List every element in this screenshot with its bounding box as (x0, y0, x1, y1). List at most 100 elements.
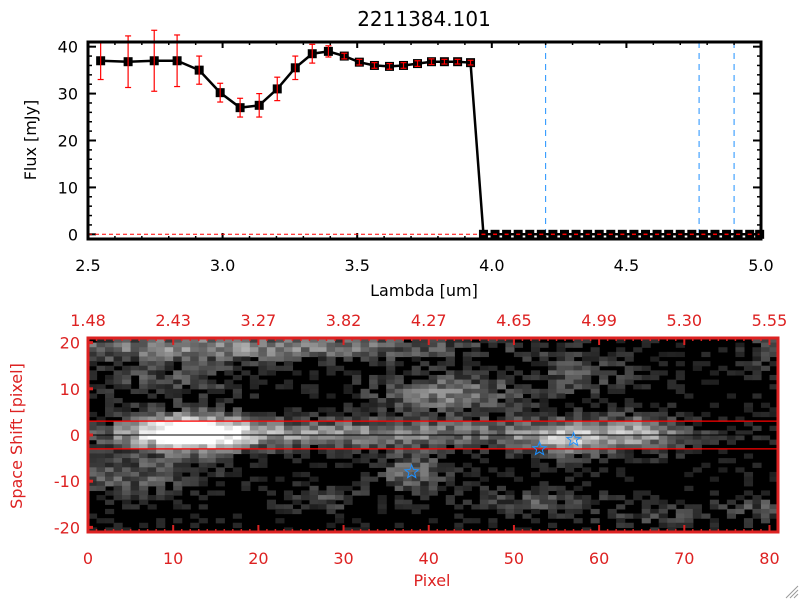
heatmap-cell (394, 351, 404, 358)
heatmap-cell (403, 421, 413, 427)
heatmap-cell (599, 458, 609, 464)
heatmap-cell (582, 338, 592, 344)
heatmap-cell (513, 508, 524, 515)
heatmap-cell (147, 439, 157, 445)
heatmap-cell (607, 351, 617, 358)
heatmap-cell (335, 365, 345, 371)
heatmap-cell (709, 490, 719, 496)
heatmap-cell (641, 435, 651, 441)
heatmap-cell (318, 495, 328, 501)
heatmap-cell (352, 518, 362, 524)
heatmap-cell (335, 495, 345, 501)
heatmap-cell (369, 453, 379, 459)
heatmap-cell (309, 421, 319, 427)
heatmap-cell (658, 407, 668, 413)
heatmap-cell (471, 361, 481, 367)
heatmap-cell (241, 485, 251, 492)
heatmap-cell (522, 411, 532, 418)
heatmap-cell (249, 462, 259, 468)
heatmap-cell (616, 444, 626, 450)
heatmap-cell (122, 471, 132, 478)
heatmap-cell (522, 398, 532, 404)
heatmap-cell (573, 495, 583, 501)
heatmap-cell (377, 347, 387, 353)
heatmap-cell (88, 347, 98, 353)
heatmap-cell (548, 384, 558, 390)
heatmap-cell (147, 347, 157, 353)
heatmap-cell (190, 347, 200, 353)
heatmap-cell (599, 495, 609, 501)
heatmap-cell (386, 471, 396, 478)
heatmap-cell (241, 425, 251, 431)
heatmap-cell (437, 430, 447, 436)
heatmap-cell (667, 439, 677, 445)
error-bar (125, 35, 132, 89)
heatmap-cell (156, 481, 166, 487)
heatmap-cell (147, 351, 157, 358)
heatmap-cell (616, 411, 626, 418)
heatmap-cell (675, 342, 685, 348)
heatmap-cell (496, 370, 507, 376)
error-bar (386, 62, 393, 70)
heatmap-cell (479, 407, 489, 413)
heatmap-cell (343, 448, 353, 455)
heatmap-cell (650, 338, 660, 344)
heatmap-cell (530, 435, 541, 441)
heatmap-cell (684, 504, 694, 510)
heatmap-cell (701, 430, 711, 436)
heatmap-cell (709, 527, 719, 533)
heatmap-cell (283, 365, 294, 371)
heatmap-cell (599, 398, 609, 404)
heatmap-cell (207, 448, 217, 455)
heatmap-cell (198, 342, 208, 348)
heatmap-cell (190, 384, 200, 390)
heatmap-cell (156, 356, 166, 362)
heatmap-cell (539, 393, 549, 399)
heatmap-cell (377, 453, 387, 459)
heatmap-cell (616, 522, 626, 528)
heatmap-cell (471, 388, 481, 395)
heatmap-cell (565, 476, 575, 482)
heatmap-cell (760, 356, 771, 362)
top-axis-label: 5.55 (752, 311, 788, 330)
heatmap-cell (411, 430, 421, 436)
heatmap-cell (599, 425, 609, 431)
heatmap-cell (752, 338, 762, 344)
heatmap-cell (641, 430, 651, 436)
heatmap-cell (130, 476, 140, 482)
heatmap-cell (403, 462, 413, 468)
heatmap-cell (394, 467, 404, 473)
heatmap-cell (156, 518, 166, 524)
heatmap-cell (224, 361, 234, 367)
error-bar (151, 29, 158, 92)
heatmap-cell (573, 425, 583, 431)
heatmap-cell (309, 342, 319, 348)
heatmap-cell (198, 495, 208, 501)
top-axis-label: 2.43 (155, 311, 191, 330)
heatmap-cell (454, 439, 464, 445)
heatmap-cell (173, 398, 183, 404)
heatmap-cell (258, 435, 268, 441)
heatmap-cell (633, 425, 643, 431)
heatmap-cell (428, 421, 438, 427)
heatmap-cell (471, 347, 481, 353)
heatmap-cell (181, 365, 191, 371)
heatmap-cell (122, 453, 132, 459)
heatmap-cell (530, 342, 541, 348)
heatmap-cell (113, 435, 123, 441)
heatmap-cell (122, 338, 132, 344)
heatmap-cell (513, 351, 524, 358)
heatmap-cell (224, 411, 234, 418)
heatmap-cell (556, 462, 566, 468)
heatmap-cell (241, 481, 251, 487)
heatmap-cell (760, 351, 771, 358)
heatmap-cell (318, 342, 328, 348)
heatmap-cell (556, 425, 566, 431)
resize-grip-icon[interactable] (785, 585, 799, 599)
heatmap-cell (283, 453, 294, 459)
heatmap-cell (343, 462, 353, 468)
heatmap-cell (565, 374, 575, 381)
heatmap-cell (173, 430, 183, 436)
heatmap-cell (445, 499, 455, 505)
heatmap-cell (122, 504, 132, 510)
